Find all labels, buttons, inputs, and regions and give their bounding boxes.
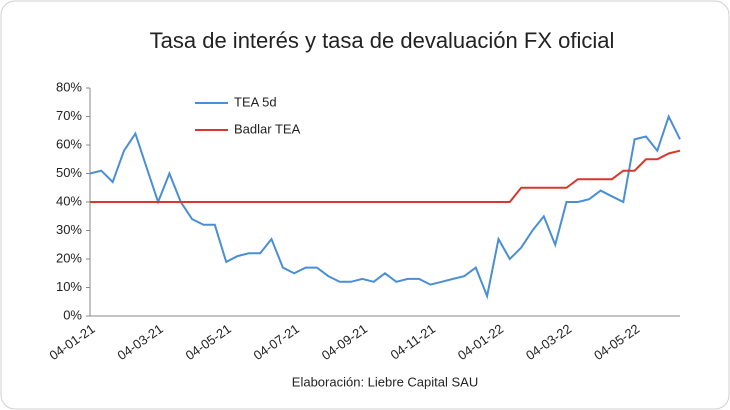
y-tick-label: 70%: [56, 108, 82, 123]
y-tick-label: 50%: [56, 165, 82, 180]
y-tick-label: 0%: [63, 307, 82, 322]
legend-label: TEA 5d: [234, 94, 277, 109]
y-tick-label: 40%: [56, 193, 82, 208]
y-tick-label: 80%: [56, 79, 82, 94]
series-line: [89, 113, 681, 300]
y-tick-label: 20%: [56, 250, 82, 265]
y-tick-label: 60%: [56, 136, 82, 151]
series-line: [90, 149, 681, 203]
footer: Elaboración: Liebre Capital SAU: [292, 374, 478, 389]
y-tick-label: 10%: [56, 279, 82, 294]
y-tick-label: 30%: [56, 222, 82, 237]
chart-title: Tasa de interés y tasa de devaluación FX…: [150, 28, 615, 53]
legend-label: Badlar TEA: [234, 121, 301, 136]
